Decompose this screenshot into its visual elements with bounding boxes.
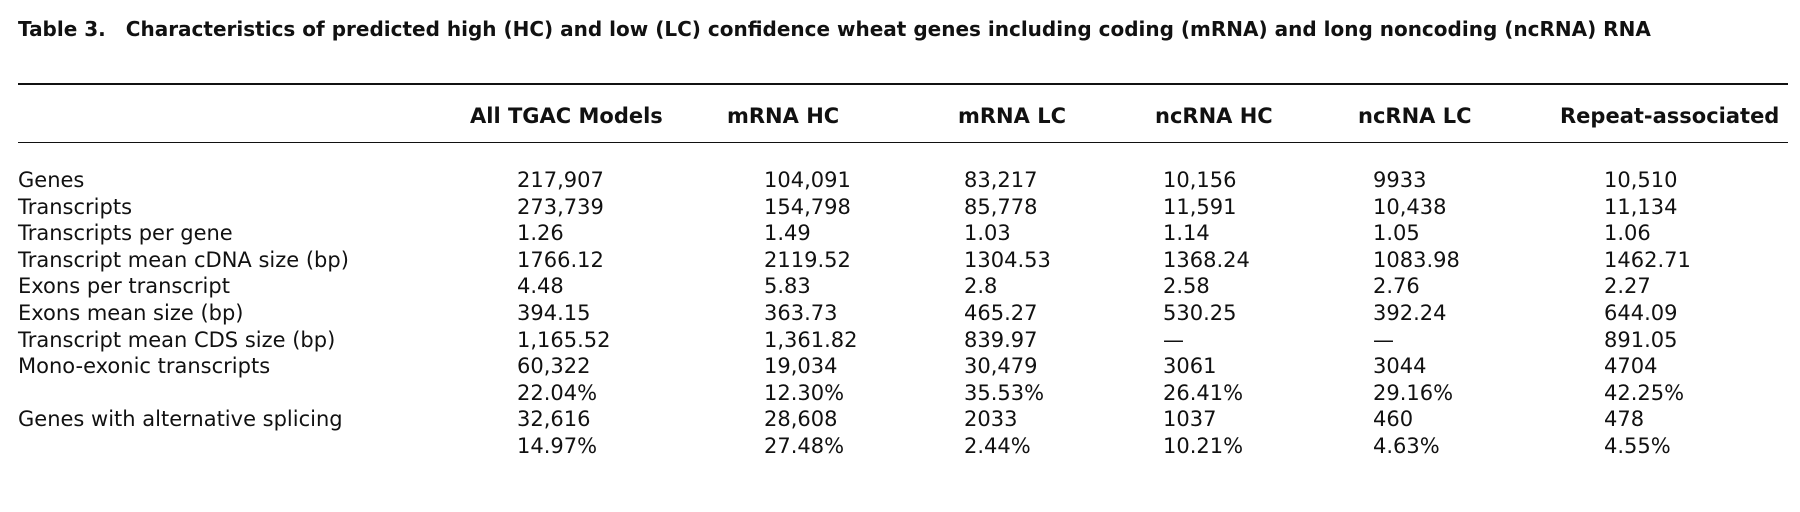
- col-header-mrna-lc: mRNA LC: [958, 104, 1066, 128]
- table-cell: 2119.52: [764, 248, 851, 272]
- table-cell: —: [1373, 328, 1394, 352]
- table-cell: 27.48%: [764, 434, 845, 458]
- table-cell: 1304.53: [964, 248, 1051, 272]
- header-rule: [18, 142, 1788, 143]
- row-label: Exons per transcript: [18, 274, 230, 298]
- col-header-ncrna-hc: ncRNA HC: [1155, 104, 1273, 128]
- table-cell: 839.97: [964, 328, 1038, 352]
- row-label: Genes with alternative splicing: [18, 407, 343, 431]
- row-label: Genes: [18, 168, 85, 192]
- table-cell: 3061: [1163, 354, 1217, 378]
- table-cell: 30,479: [964, 354, 1038, 378]
- table-cell: 1.05: [1373, 221, 1420, 245]
- table-cell: 35.53%: [964, 381, 1045, 405]
- col-header-mrna-hc: mRNA HC: [727, 104, 840, 128]
- table-cell: 12.30%: [764, 381, 845, 405]
- table-cell: 5.83: [764, 274, 811, 298]
- table-cell: 1462.71: [1604, 248, 1691, 272]
- col-header-ncrna-lc: ncRNA LC: [1358, 104, 1472, 128]
- table-cell: 1766.12: [517, 248, 604, 272]
- table-cell: 394.15: [517, 301, 591, 325]
- table-cell: 42.25%: [1604, 381, 1685, 405]
- table-cell: 10,438: [1373, 195, 1447, 219]
- table-cell: 14.97%: [517, 434, 598, 458]
- table-cell: 530.25: [1163, 301, 1237, 325]
- table-cell: 22.04%: [517, 381, 598, 405]
- top-rule: [18, 83, 1788, 85]
- table-cell: 4.55%: [1604, 434, 1671, 458]
- table-cell: 4704: [1604, 354, 1658, 378]
- table-cell: 2.44%: [964, 434, 1031, 458]
- table-cell: 9933: [1373, 168, 1427, 192]
- table-cell: 273,739: [517, 195, 604, 219]
- table-cell: 19,034: [764, 354, 838, 378]
- table-cell: 1083.98: [1373, 248, 1460, 272]
- table-cell: 1.06: [1604, 221, 1651, 245]
- table-cell: 104,091: [764, 168, 851, 192]
- row-label: Transcripts per gene: [18, 221, 233, 245]
- table-title: Characteristics of predicted high (HC) a…: [125, 17, 1651, 41]
- table-cell: 363.73: [764, 301, 838, 325]
- table-cell: —: [1163, 328, 1184, 352]
- table-cell: 83,217: [964, 168, 1038, 192]
- table-cell: 1.03: [964, 221, 1011, 245]
- row-label: Mono-exonic transcripts: [18, 354, 271, 378]
- row-label: Transcripts: [18, 195, 133, 219]
- table-cell: 10,156: [1163, 168, 1237, 192]
- table-cell: 1037: [1163, 407, 1217, 431]
- table-cell: 644.09: [1604, 301, 1678, 325]
- col-header-repeat-associated: Repeat-associated: [1560, 104, 1780, 128]
- table-cell: 392.24: [1373, 301, 1447, 325]
- table-caption: Table 3. Characteristics of predicted hig…: [18, 16, 1788, 42]
- table-cell: 217,907: [517, 168, 604, 192]
- table-cell: 2.8: [964, 274, 998, 298]
- table-cell: 4.63%: [1373, 434, 1440, 458]
- table-cell: 32,616: [517, 407, 591, 431]
- table-cell: 10.21%: [1163, 434, 1244, 458]
- table-cell: 2.76: [1373, 274, 1420, 298]
- table-cell: 1,165.52: [517, 328, 611, 352]
- table-cell: 478: [1604, 407, 1645, 431]
- table-cell: 10,510: [1604, 168, 1678, 192]
- table-cell: 1.14: [1163, 221, 1210, 245]
- row-label: Transcript mean CDS size (bp): [18, 328, 336, 352]
- table-cell: 460: [1373, 407, 1414, 431]
- table-number: Table 3.: [18, 17, 106, 41]
- row-label: Exons mean size (bp): [18, 301, 244, 325]
- table-cell: 28,608: [764, 407, 838, 431]
- table-cell: 26.41%: [1163, 381, 1244, 405]
- table-cell: 2.27: [1604, 274, 1651, 298]
- table-cell: 4.48: [517, 274, 564, 298]
- col-header-all-tgac-models: All TGAC Models: [470, 104, 663, 128]
- table-cell: 1,361.82: [764, 328, 858, 352]
- table-cell: 11,591: [1163, 195, 1237, 219]
- table-cell: 465.27: [964, 301, 1038, 325]
- table-cell: 85,778: [964, 195, 1038, 219]
- table-cell: 2.58: [1163, 274, 1210, 298]
- table-cell: 11,134: [1604, 195, 1678, 219]
- table-cell: 60,322: [517, 354, 591, 378]
- table-cell: 891.05: [1604, 328, 1678, 352]
- table-cell: 1.26: [517, 221, 564, 245]
- table-cell: 154,798: [764, 195, 851, 219]
- table-cell: 1368.24: [1163, 248, 1250, 272]
- table-cell: 3044: [1373, 354, 1427, 378]
- row-label: Transcript mean cDNA size (bp): [18, 248, 349, 272]
- table-cell: 29.16%: [1373, 381, 1454, 405]
- table-cell: 1.49: [764, 221, 811, 245]
- table-cell: 2033: [964, 407, 1018, 431]
